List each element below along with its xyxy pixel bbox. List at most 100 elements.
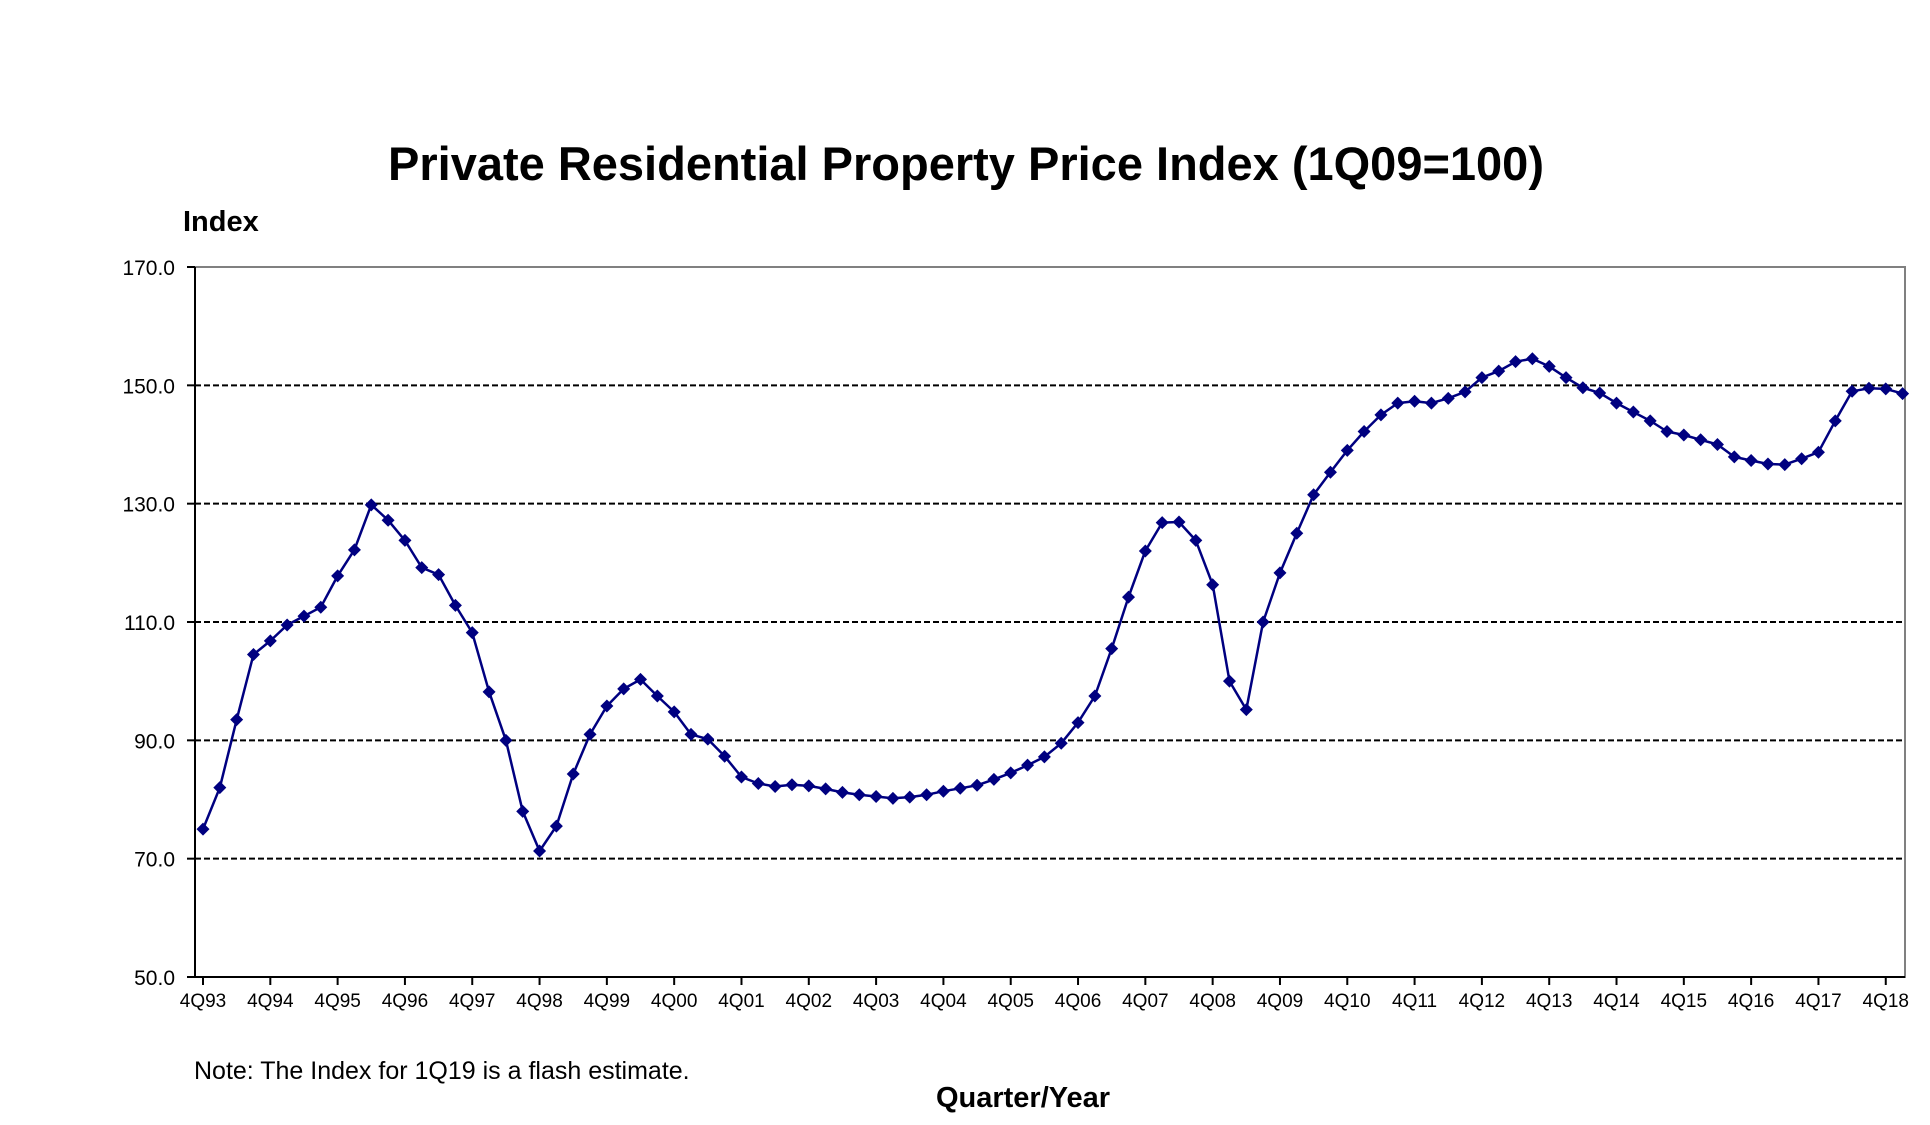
data-point bbox=[1576, 381, 1590, 395]
data-point bbox=[1795, 452, 1809, 466]
data-point bbox=[381, 513, 395, 527]
x-tick-label: 4Q96 bbox=[382, 991, 428, 1012]
data-point bbox=[734, 770, 748, 784]
data-point bbox=[835, 785, 849, 799]
data-point bbox=[869, 790, 883, 804]
x-tick-label: 4Q94 bbox=[247, 991, 294, 1012]
x-tick-label: 4Q04 bbox=[920, 991, 967, 1012]
x-tick-label: 4Q14 bbox=[1593, 991, 1640, 1012]
x-tick-label: 4Q00 bbox=[651, 991, 697, 1012]
x-tick-label: 4Q99 bbox=[584, 991, 630, 1012]
data-point bbox=[1845, 384, 1859, 398]
data-point bbox=[1307, 488, 1321, 502]
data-point bbox=[1778, 458, 1792, 472]
data-point bbox=[903, 790, 917, 804]
data-point bbox=[819, 782, 833, 796]
data-point bbox=[1660, 424, 1674, 438]
x-tick-label: 4Q03 bbox=[853, 991, 899, 1012]
y-axis-label: Index bbox=[183, 206, 259, 238]
x-tick-label: 4Q07 bbox=[1122, 991, 1168, 1012]
data-point bbox=[1593, 386, 1607, 400]
data-point bbox=[1222, 674, 1236, 688]
data-point bbox=[398, 533, 412, 547]
chart-note: Note: The Index for 1Q19 is a flash esti… bbox=[194, 1057, 690, 1085]
data-point bbox=[533, 844, 547, 858]
data-point bbox=[482, 685, 496, 699]
data-point bbox=[1744, 453, 1758, 467]
x-tick-label: 4Q93 bbox=[180, 991, 226, 1012]
data-point bbox=[549, 819, 563, 833]
data-point bbox=[667, 705, 681, 719]
chart-title: Private Residential Property Price Index… bbox=[388, 137, 1544, 190]
data-point bbox=[1323, 465, 1337, 479]
data-point bbox=[415, 561, 429, 575]
y-tick-label: 70.0 bbox=[134, 849, 175, 872]
data-point bbox=[1896, 387, 1910, 401]
x-tick-label: 4Q16 bbox=[1728, 991, 1774, 1012]
data-point bbox=[617, 682, 631, 696]
data-point bbox=[936, 784, 950, 798]
data-point bbox=[1122, 590, 1136, 604]
data-point bbox=[432, 568, 446, 582]
data-point bbox=[1626, 405, 1640, 419]
y-tick-label: 150.0 bbox=[122, 375, 175, 398]
y-tick-label: 90.0 bbox=[134, 730, 175, 753]
data-point bbox=[1542, 359, 1556, 373]
data-point bbox=[1071, 716, 1085, 730]
data-point bbox=[1408, 394, 1422, 408]
data-point bbox=[1492, 364, 1506, 378]
data-point bbox=[1811, 445, 1825, 459]
data-point bbox=[1256, 615, 1270, 629]
data-point bbox=[465, 626, 479, 640]
data-point bbox=[1610, 396, 1624, 410]
x-tick-label: 4Q17 bbox=[1795, 991, 1841, 1012]
data-point bbox=[701, 732, 715, 746]
data-point bbox=[1239, 703, 1253, 717]
x-tick-label: 4Q12 bbox=[1459, 991, 1505, 1012]
data-point bbox=[280, 618, 294, 632]
x-tick-label: 4Q06 bbox=[1055, 991, 1101, 1012]
data-point bbox=[1677, 428, 1691, 442]
data-point bbox=[516, 804, 530, 818]
data-point bbox=[1273, 566, 1287, 580]
y-axis-ticks: 50.0 70.0 90.0 110.0 130.0 150.0 170.0 bbox=[122, 257, 195, 990]
data-point bbox=[1155, 516, 1169, 530]
data-point bbox=[314, 600, 328, 614]
x-tick-label: 4Q18 bbox=[1863, 991, 1909, 1012]
data-point bbox=[1021, 758, 1035, 772]
data-point bbox=[718, 749, 732, 763]
x-tick-label: 4Q10 bbox=[1324, 991, 1370, 1012]
x-tick-label: 4Q08 bbox=[1189, 991, 1235, 1012]
data-point bbox=[1138, 544, 1152, 558]
data-point bbox=[230, 713, 244, 727]
data-point bbox=[1862, 381, 1876, 395]
data-point bbox=[852, 788, 866, 802]
x-tick-label: 4Q13 bbox=[1526, 991, 1572, 1012]
data-point bbox=[953, 781, 967, 795]
data-point bbox=[499, 733, 513, 747]
x-tick-label: 4Q97 bbox=[449, 991, 495, 1012]
data-point bbox=[331, 569, 345, 583]
data-point bbox=[196, 822, 210, 836]
data-point bbox=[1509, 355, 1523, 369]
y-tick-label: 170.0 bbox=[122, 257, 175, 280]
data-point bbox=[802, 779, 816, 793]
data-point bbox=[1879, 382, 1893, 396]
data-point bbox=[1290, 526, 1304, 540]
data-point bbox=[1458, 385, 1472, 399]
data-point bbox=[1424, 396, 1438, 410]
x-tick-label: 4Q01 bbox=[718, 991, 764, 1012]
data-point bbox=[1105, 642, 1119, 656]
data-point bbox=[987, 772, 1001, 786]
data-point bbox=[1694, 433, 1708, 447]
x-axis-ticks: 4Q93 4Q94 4Q95 4Q96 4Q97 4Q98 4Q99 4Q00 4Q01 4Q02… bbox=[180, 977, 1909, 1012]
data-point bbox=[1441, 391, 1455, 405]
data-point bbox=[970, 778, 984, 792]
data-point bbox=[1710, 438, 1724, 451]
y-tick-label: 130.0 bbox=[122, 494, 175, 517]
data-point bbox=[347, 543, 361, 557]
data-point bbox=[684, 727, 698, 741]
x-tick-label: 4Q95 bbox=[314, 991, 360, 1012]
gridlines bbox=[195, 384, 1905, 860]
